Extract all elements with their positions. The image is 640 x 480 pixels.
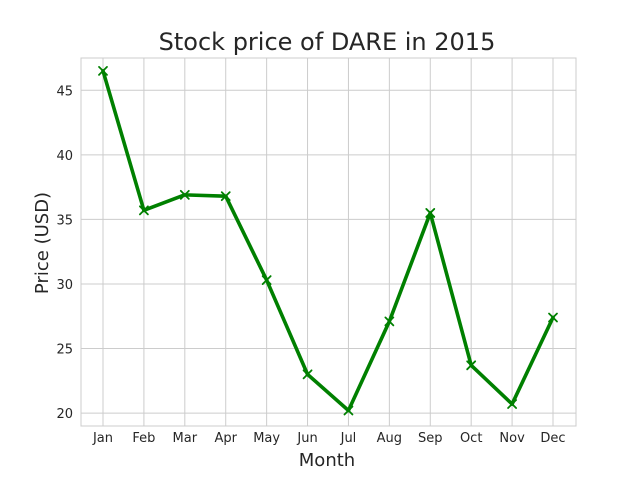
plot-area-frame — [80, 57, 577, 427]
series-layer — [98, 66, 558, 416]
marker-stroke-b — [220, 191, 231, 202]
x-tick-label: Nov — [499, 431, 525, 446]
data-point-marker — [139, 205, 149, 216]
y-grid-lines — [81, 89, 576, 414]
data-point-marker — [507, 399, 517, 409]
x-tick-label: Jan — [92, 431, 113, 446]
x-axis-label: Month — [299, 450, 355, 471]
data-point-marker — [302, 369, 313, 380]
data-point-marker — [343, 405, 354, 416]
y-tick-label: 30 — [56, 278, 73, 293]
y-axis-label: Price (USD) — [32, 192, 53, 294]
marker-stroke-b — [384, 316, 395, 327]
x-tick-label: Mar — [173, 431, 198, 446]
data-point-marker — [179, 189, 190, 200]
marker-stroke-b — [343, 405, 354, 416]
x-tick-label: Feb — [132, 431, 155, 446]
marker-stroke-b — [466, 360, 477, 371]
x-tick-label: Aug — [377, 431, 402, 446]
x-tick-label: Jul — [340, 431, 357, 446]
data-point-marker — [220, 191, 231, 202]
marker-stroke-b — [139, 205, 149, 216]
data-point-marker — [384, 316, 395, 327]
marker-stroke-b — [302, 369, 313, 380]
data-point-marker — [98, 66, 108, 76]
data-point-marker — [261, 275, 272, 285]
x-tick-label: Jun — [296, 431, 317, 446]
data-point-marker — [466, 360, 477, 371]
x-tick-labels: Jan Feb Mar Apr May Jun Jul Aug Sep Oct Nov Dec — [92, 431, 566, 446]
series-line-0 — [101, 69, 555, 413]
x-tick-label: Apr — [214, 431, 237, 446]
marker-stroke-b — [179, 189, 190, 200]
marker-stroke-b — [261, 275, 272, 285]
y-tick-label: 45 — [56, 84, 73, 99]
x-tick-label: Sep — [418, 431, 443, 446]
chart-title: Stock price of DARE in 2015 — [159, 28, 496, 56]
y-tick-label: 25 — [56, 343, 73, 358]
data-point-marker — [548, 312, 558, 323]
data-point-marker — [425, 208, 436, 218]
marker-stroke-b — [548, 312, 558, 323]
marker-stroke-b — [98, 66, 108, 76]
x-tick-label: Dec — [540, 431, 565, 446]
y-tick-label: 20 — [56, 407, 73, 422]
x-tick-label: Oct — [460, 431, 482, 446]
y-tick-label: 35 — [56, 213, 73, 228]
y-tick-label: 40 — [56, 149, 73, 164]
x-tick-label: May — [253, 431, 280, 446]
y-tick-labels: 20 25 30 35 40 45 — [56, 84, 73, 422]
marker-stroke-b — [507, 399, 517, 409]
marker-stroke-b — [425, 208, 436, 218]
